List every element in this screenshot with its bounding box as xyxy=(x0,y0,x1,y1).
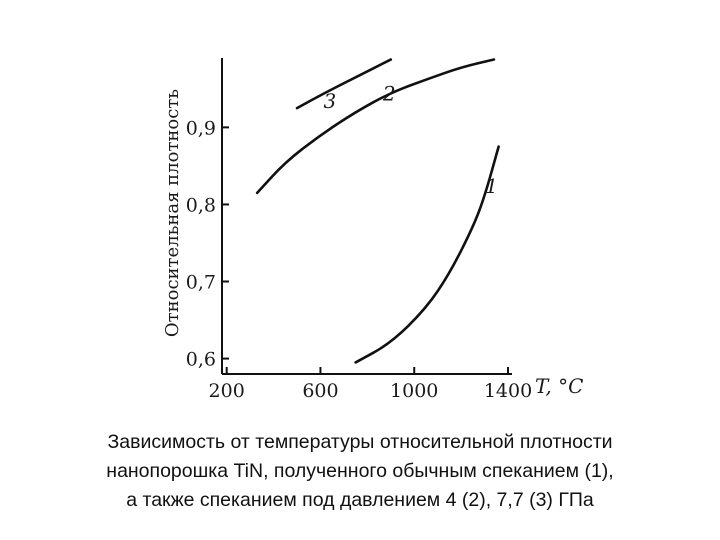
y-tick-label: 0,7 xyxy=(186,272,216,294)
curve-label-2: 2 xyxy=(382,81,396,105)
chart-axes xyxy=(221,58,512,375)
y-tick-label: 0,9 xyxy=(186,117,216,139)
x-tick-label: 600 xyxy=(302,380,338,402)
y-axis-title: Относительная плотность xyxy=(162,89,183,337)
y-tick-label: 0,6 xyxy=(186,349,216,371)
caption-line-2: нанопорошка TiN, полученного обычным спе… xyxy=(106,460,614,482)
figure-caption: Зависимость от температуры относительной… xyxy=(0,428,720,515)
curve-2 xyxy=(255,58,496,195)
x-tick-label: 200 xyxy=(209,380,245,402)
curve-label-3: 3 xyxy=(323,89,336,113)
curve-label-1: 1 xyxy=(485,174,498,198)
curve-3 xyxy=(295,58,393,110)
y-tick-label: 0,8 xyxy=(186,194,216,216)
x-axis-title: T, °C xyxy=(535,374,583,398)
chart-curves xyxy=(255,58,500,364)
chart-tick-labels: 0,6 0,7 0,8 0,9 200 600 1000 1400 1 2 3 xyxy=(186,81,532,402)
curve-1 xyxy=(354,145,500,364)
x-tick-label: 1400 xyxy=(484,380,532,402)
caption-line-1: Зависимость от температуры относительной… xyxy=(107,431,613,453)
caption-line-3: а также спеканием под давлением 4 (2), 7… xyxy=(126,489,594,511)
density-chart: 0,6 0,7 0,8 0,9 200 600 1000 1400 1 2 3 Относитель… xyxy=(162,58,583,402)
x-tick-label: 1000 xyxy=(390,380,438,402)
